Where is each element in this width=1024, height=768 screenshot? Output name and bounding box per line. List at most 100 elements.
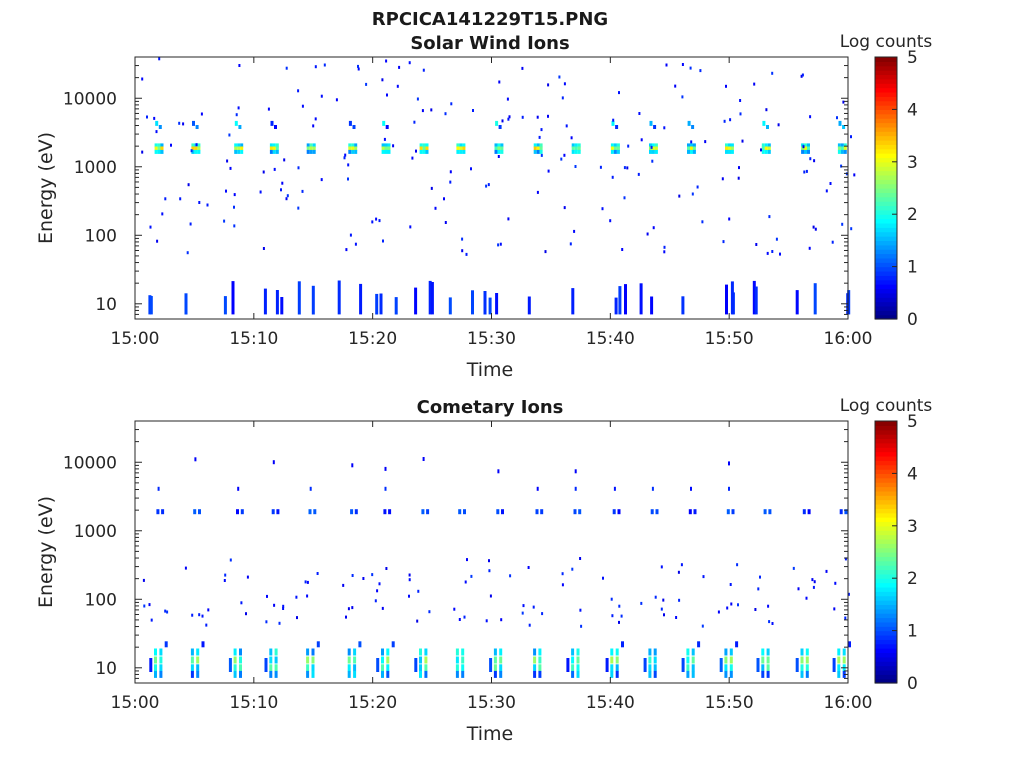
heatmap-cell xyxy=(614,297,618,315)
heatmap-cell xyxy=(494,149,498,154)
heatmap-cell xyxy=(198,509,201,515)
heatmap-cell xyxy=(309,486,312,491)
heatmap-cell xyxy=(777,123,780,127)
heatmap-cell xyxy=(184,293,188,315)
heatmap-cell xyxy=(527,296,531,315)
heatmap-cell xyxy=(381,146,385,151)
heatmap-cell xyxy=(651,143,655,148)
heatmap-cell xyxy=(691,670,695,678)
heatmap-cell xyxy=(499,664,503,672)
heatmap-cell xyxy=(753,82,756,86)
heatmap-cell xyxy=(577,143,581,148)
heatmap-cell xyxy=(577,149,581,154)
heatmap-cell xyxy=(264,658,268,672)
heatmap-cell xyxy=(276,509,280,515)
colorbar-frame xyxy=(874,420,898,684)
heatmap-cell xyxy=(538,656,542,664)
heatmap-cell xyxy=(347,648,351,656)
plot-frame-cometary xyxy=(134,420,849,684)
heatmap-cell xyxy=(648,656,652,664)
heatmap-cell xyxy=(362,577,365,580)
heatmap-cell xyxy=(234,120,238,126)
heatmap-cell xyxy=(430,186,433,190)
heatmap-cell xyxy=(767,149,771,154)
heatmap-cell xyxy=(725,143,728,148)
heatmap-cell xyxy=(351,606,354,610)
heatmap-cell xyxy=(450,102,453,106)
heatmap-cell xyxy=(573,509,577,515)
colorbar-segment xyxy=(875,421,897,426)
heatmap-cell xyxy=(409,225,412,229)
heatmap-cell xyxy=(805,656,809,664)
heatmap-cell xyxy=(719,658,723,672)
heatmap-cell xyxy=(767,146,771,151)
heatmap-cell xyxy=(463,509,466,515)
heatmap-cell xyxy=(157,146,161,151)
heatmap-cell xyxy=(721,177,724,181)
heatmap-cell xyxy=(844,509,848,515)
colorbar-segment xyxy=(875,270,897,276)
heatmap-cell xyxy=(157,143,161,148)
heatmap-cell xyxy=(297,206,300,210)
heatmap-cell xyxy=(836,116,838,120)
heatmap-cell xyxy=(351,574,354,577)
heatmap-cell xyxy=(297,281,301,315)
colorbar-segment xyxy=(875,442,897,448)
heatmap-cell xyxy=(459,149,463,154)
y-tick-label: 100 xyxy=(85,590,117,610)
heatmap-solar-wind xyxy=(141,57,856,315)
heatmap-cell xyxy=(536,190,539,194)
heatmap-cell xyxy=(686,664,690,672)
heatmap-cell xyxy=(353,656,357,664)
heatmap-cell xyxy=(193,509,197,515)
heatmap-cell xyxy=(194,457,197,462)
heatmap-cell xyxy=(160,143,164,148)
heatmap-cell xyxy=(844,616,847,620)
heatmap-cell xyxy=(754,608,757,611)
heatmap-cell xyxy=(306,146,310,151)
heatmap-cell xyxy=(313,509,317,515)
heatmap-cell xyxy=(425,146,429,151)
panel-solar-wind: Solar Wind Ions 15:00 15:10 15:20 15:30 15:4… xyxy=(35,32,932,381)
heatmap-cell xyxy=(350,509,354,515)
heatmap-cell xyxy=(381,78,384,82)
heatmap-cell xyxy=(623,196,626,200)
heatmap-cell xyxy=(149,658,153,672)
heatmap-cell xyxy=(200,112,203,116)
heatmap-cell xyxy=(396,84,399,88)
heatmap-cell xyxy=(809,115,812,119)
heatmap-cell xyxy=(809,157,812,161)
heatmap-cell xyxy=(729,648,733,656)
heatmap-cell xyxy=(618,286,622,315)
heatmap-cell xyxy=(701,624,704,628)
heatmap-cell xyxy=(805,648,809,656)
heatmap-cell xyxy=(240,143,244,148)
heatmap-cell xyxy=(384,143,388,148)
colorbar-segment xyxy=(875,135,897,141)
heatmap-cell xyxy=(686,670,690,678)
heatmap-cell xyxy=(161,212,164,216)
heatmap-cell xyxy=(309,143,313,148)
colorbar-segment xyxy=(875,249,897,255)
heatmap-cell xyxy=(613,486,616,491)
heatmap-cell xyxy=(236,509,239,515)
heatmap-cell xyxy=(735,641,739,648)
heatmap-cell xyxy=(157,149,161,154)
heatmap-cell xyxy=(462,146,466,151)
heatmap-cell xyxy=(493,664,497,672)
heatmap-cell xyxy=(461,656,465,664)
heatmap-cell xyxy=(651,146,655,151)
heatmap-cell xyxy=(463,615,466,619)
heatmap-cell xyxy=(354,146,358,151)
heatmap-cell xyxy=(314,65,317,69)
heatmap-cell xyxy=(662,598,665,602)
heatmap-cell xyxy=(461,670,465,678)
heatmap-cell xyxy=(574,165,577,168)
heatmap-cell xyxy=(610,648,614,656)
heatmap-cell xyxy=(443,197,445,201)
colorbar-segment xyxy=(875,87,897,93)
heatmap-cell xyxy=(259,190,262,194)
heatmap-cell xyxy=(690,146,693,151)
heatmap-cell xyxy=(521,66,524,70)
heatmap-cell xyxy=(419,648,422,656)
